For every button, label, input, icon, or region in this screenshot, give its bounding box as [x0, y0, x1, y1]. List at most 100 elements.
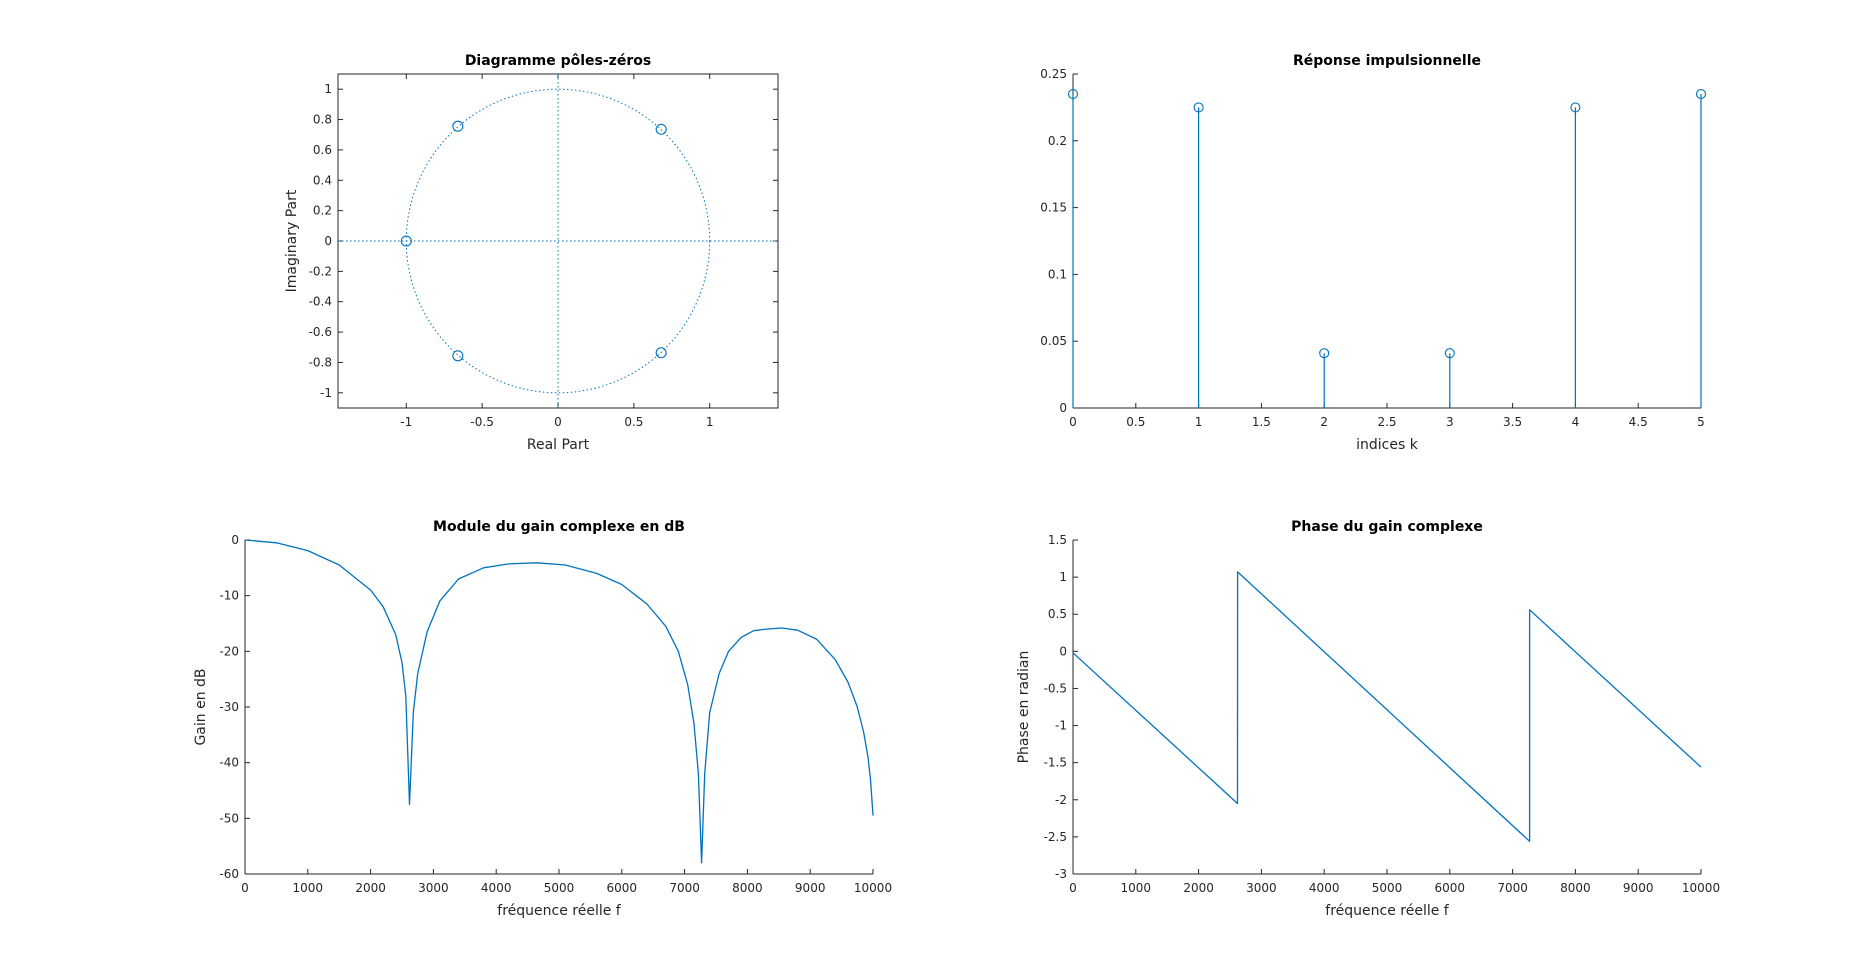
- x-tick-label: 0: [241, 881, 249, 895]
- x-tick-label: 8000: [1560, 881, 1591, 895]
- y-tick-label: -0.5: [1044, 681, 1067, 695]
- x-tick-label: 8000: [732, 881, 763, 895]
- y-tick-label: -30: [219, 700, 239, 714]
- y-tick-label: -0.2: [309, 264, 332, 278]
- y-tick-label: -2: [1055, 793, 1067, 807]
- x-tick-label: 3000: [1246, 881, 1277, 895]
- x-axis-label: Real Part: [527, 437, 590, 453]
- x-tick-label: 4.5: [1629, 415, 1648, 429]
- y-tick-label: 0.05: [1040, 334, 1067, 348]
- chart-title: Réponse impulsionnelle: [1293, 53, 1481, 69]
- stem-marker: [1193, 102, 1204, 113]
- chart-title: Phase du gain complexe: [1291, 519, 1483, 535]
- y-tick-label: -1: [1055, 719, 1067, 733]
- x-tick-label: 5000: [544, 881, 575, 895]
- x-tick-label: 1.5: [1252, 415, 1271, 429]
- x-tick-label: 5: [1697, 415, 1705, 429]
- y-tick-label: 0: [231, 533, 239, 547]
- chart-title: Module du gain complexe en dB: [433, 519, 685, 535]
- x-tick-label: 4: [1572, 415, 1580, 429]
- chart-4: Phase du gain complexe 0 1000 2000 3000 4000 5…: [1016, 519, 1720, 919]
- y-tick-label: -1.5: [1044, 756, 1067, 770]
- y-tick-label: 0.2: [313, 204, 332, 218]
- y-tick-label: 0.25: [1040, 67, 1067, 81]
- x-tick-label: 2000: [1183, 881, 1214, 895]
- y-tick-label: 0.2: [1048, 134, 1067, 148]
- y-tick-label: -0.4: [309, 295, 332, 309]
- x-tick-label: 0.5: [624, 415, 643, 429]
- x-tick-label: -0.5: [470, 415, 493, 429]
- y-tick-label: 0: [324, 234, 332, 248]
- y-tick-label: 1: [1059, 570, 1067, 584]
- x-tick-label: 10000: [854, 881, 892, 895]
- x-tick-label: -1: [400, 415, 412, 429]
- y-tick-label: 0.1: [1048, 267, 1067, 281]
- y-axis-label: Imaginary Part: [284, 189, 300, 292]
- zero-marker: [400, 235, 412, 247]
- x-tick-label: 3000: [418, 881, 449, 895]
- x-tick-label: 7000: [669, 881, 700, 895]
- stem-marker: [1444, 348, 1455, 359]
- x-axis-label: indices k: [1356, 437, 1419, 453]
- x-tick-label: 2000: [355, 881, 386, 895]
- x-tick-label: 9000: [795, 881, 826, 895]
- x-tick-label: 6000: [607, 881, 638, 895]
- y-tick-label: 0: [1059, 644, 1067, 658]
- x-tick-label: 1: [706, 415, 714, 429]
- y-tick-label: 0.15: [1040, 201, 1067, 215]
- y-tick-label: 0.6: [313, 143, 332, 157]
- x-tick-label: 9000: [1623, 881, 1654, 895]
- series-line: [244, 539, 874, 864]
- chart-3: Module du gain complexe en dB 0 1000 2000 30…: [193, 519, 892, 919]
- x-tick-label: 3.5: [1503, 415, 1522, 429]
- stem-marker: [1319, 348, 1330, 359]
- y-tick-label: -10: [219, 589, 239, 603]
- x-tick-label: 4000: [1309, 881, 1340, 895]
- series-line: [1072, 571, 1702, 842]
- y-tick-label: 0: [1059, 401, 1067, 415]
- x-tick-label: 2.5: [1377, 415, 1396, 429]
- y-tick-label: -3: [1055, 867, 1067, 881]
- y-tick-label: -0.8: [309, 355, 332, 369]
- x-tick-label: 2: [1320, 415, 1328, 429]
- zero-marker: [452, 120, 464, 132]
- x-axis-label: fréquence réelle f: [497, 903, 622, 919]
- y-tick-label: 1.5: [1048, 533, 1067, 547]
- y-axis-label: Phase en radian: [1016, 651, 1032, 764]
- stem-marker: [1695, 88, 1707, 100]
- y-tick-label: 0.5: [1048, 607, 1067, 621]
- y-axis-label: Gain en dB: [193, 668, 209, 745]
- stem-marker: [1570, 102, 1581, 113]
- zero-marker: [655, 347, 667, 359]
- y-tick-label: 0.4: [313, 173, 332, 187]
- x-tick-label: 1000: [293, 881, 324, 895]
- unit-circle: [405, 88, 711, 394]
- chart-title: Diagramme pôles-zéros: [465, 53, 651, 69]
- x-tick-label: 1: [1195, 415, 1203, 429]
- y-tick-label: -40: [219, 756, 239, 770]
- y-tick-label: 0.8: [313, 113, 332, 127]
- y-tick-label: -60: [219, 867, 239, 881]
- stem-marker: [1067, 88, 1079, 100]
- y-tick-label: -50: [219, 811, 239, 825]
- x-tick-label: 4000: [481, 881, 512, 895]
- x-tick-label: 6000: [1435, 881, 1466, 895]
- y-tick-label: 1: [324, 82, 332, 96]
- x-axis-label: fréquence réelle f: [1325, 903, 1450, 919]
- y-tick-label: -2.5: [1044, 830, 1067, 844]
- x-tick-label: 0: [1069, 415, 1077, 429]
- x-tick-label: 1000: [1121, 881, 1152, 895]
- x-tick-label: 0.5: [1126, 415, 1145, 429]
- x-tick-label: 0: [1069, 881, 1077, 895]
- y-tick-label: -0.6: [309, 325, 332, 339]
- x-tick-label: 7000: [1497, 881, 1528, 895]
- zero-marker: [452, 350, 464, 362]
- x-tick-label: 3: [1446, 415, 1454, 429]
- chart-1: Diagramme pôles-zéros -1 -0.5 0 0.5 1 -1 -0.8 -0…: [284, 53, 779, 453]
- x-tick-label: 0: [554, 415, 562, 429]
- x-tick-label: 5000: [1372, 881, 1403, 895]
- chart-2: Réponse impulsionnelle 0 0.5 1 1.5 2 2.5 3 3.5 4 4…: [1040, 53, 1707, 453]
- y-tick-label: -20: [219, 644, 239, 658]
- y-tick-label: -1: [320, 386, 332, 400]
